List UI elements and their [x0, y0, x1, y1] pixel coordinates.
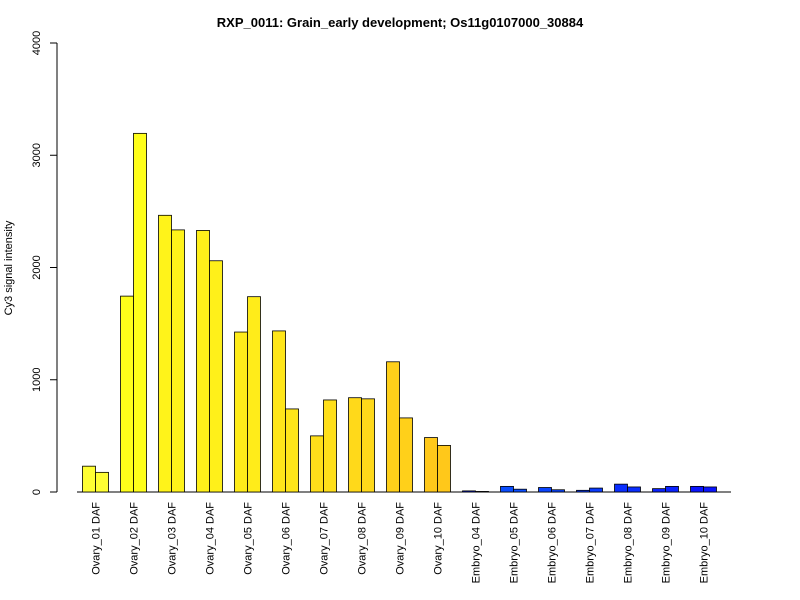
bar	[500, 485, 514, 493]
bar	[399, 417, 413, 493]
bar	[665, 485, 679, 493]
bar	[272, 330, 286, 493]
bar	[589, 487, 603, 493]
category-labels: Ovary_01 DAF Ovary_02 DAF Ovary_03 DAF Ovar…	[91, 502, 711, 584]
x-tick-label: Ovary_02 DAF	[129, 502, 141, 575]
x-tick-label: Embryo_04 DAF	[471, 502, 483, 584]
bar	[361, 398, 375, 493]
x-tick-label: Ovary_09 DAF	[395, 502, 407, 575]
bar	[576, 489, 590, 493]
bar	[323, 399, 337, 493]
x-tick-label: Embryo_09 DAF	[661, 502, 673, 584]
bar	[348, 397, 362, 493]
y-axis-ticks: 0 1000 2000 3000 4000	[31, 31, 57, 495]
x-tick-label: Ovary_04 DAF	[205, 502, 217, 575]
bar	[247, 296, 261, 493]
x-tick-label: Ovary_03 DAF	[167, 502, 179, 575]
bar	[234, 331, 248, 493]
x-tick-label: Ovary_01 DAF	[91, 502, 103, 575]
bar	[652, 488, 666, 493]
x-tick-label: Embryo_07 DAF	[585, 502, 597, 584]
bar	[551, 489, 565, 493]
y-tick-label: 3000	[31, 143, 43, 167]
x-tick-label: Ovary_06 DAF	[281, 502, 293, 575]
bar	[196, 230, 210, 493]
x-tick-label: Ovary_07 DAF	[319, 502, 331, 575]
x-tick-label: Ovary_08 DAF	[357, 502, 369, 575]
y-axis-label: Cy3 signal intensity	[3, 220, 15, 315]
bar	[424, 437, 438, 493]
bar	[475, 491, 489, 493]
bar	[120, 295, 134, 493]
chart-title: RXP_0011: Grain_early development; Os11g…	[217, 15, 584, 30]
bar	[513, 488, 527, 493]
y-tick-label: 4000	[31, 31, 43, 55]
bar	[437, 445, 451, 493]
y-tick-label: 2000	[31, 255, 43, 279]
bar	[209, 260, 223, 493]
x-tick-label: Embryo_06 DAF	[547, 502, 559, 584]
bar	[462, 490, 476, 493]
bar	[538, 487, 552, 493]
bar	[614, 483, 628, 493]
bar	[703, 486, 717, 493]
bar	[82, 465, 96, 493]
bars-group	[82, 132, 717, 493]
x-tick-label: Ovary_05 DAF	[243, 502, 255, 575]
y-tick-label: 0	[31, 489, 43, 495]
bar	[285, 408, 299, 493]
bar	[158, 214, 172, 493]
x-tick-label: Ovary_10 DAF	[433, 502, 445, 575]
x-tick-label: Embryo_10 DAF	[699, 502, 711, 584]
bar	[690, 485, 704, 493]
bar	[95, 471, 109, 493]
bar	[310, 435, 324, 493]
x-tick-label: Embryo_08 DAF	[623, 502, 635, 584]
bar	[171, 229, 185, 493]
bar	[627, 486, 641, 493]
x-tick-label: Embryo_05 DAF	[509, 502, 521, 584]
y-tick-label: 1000	[31, 368, 43, 392]
bar	[386, 361, 400, 493]
bar	[133, 132, 147, 493]
